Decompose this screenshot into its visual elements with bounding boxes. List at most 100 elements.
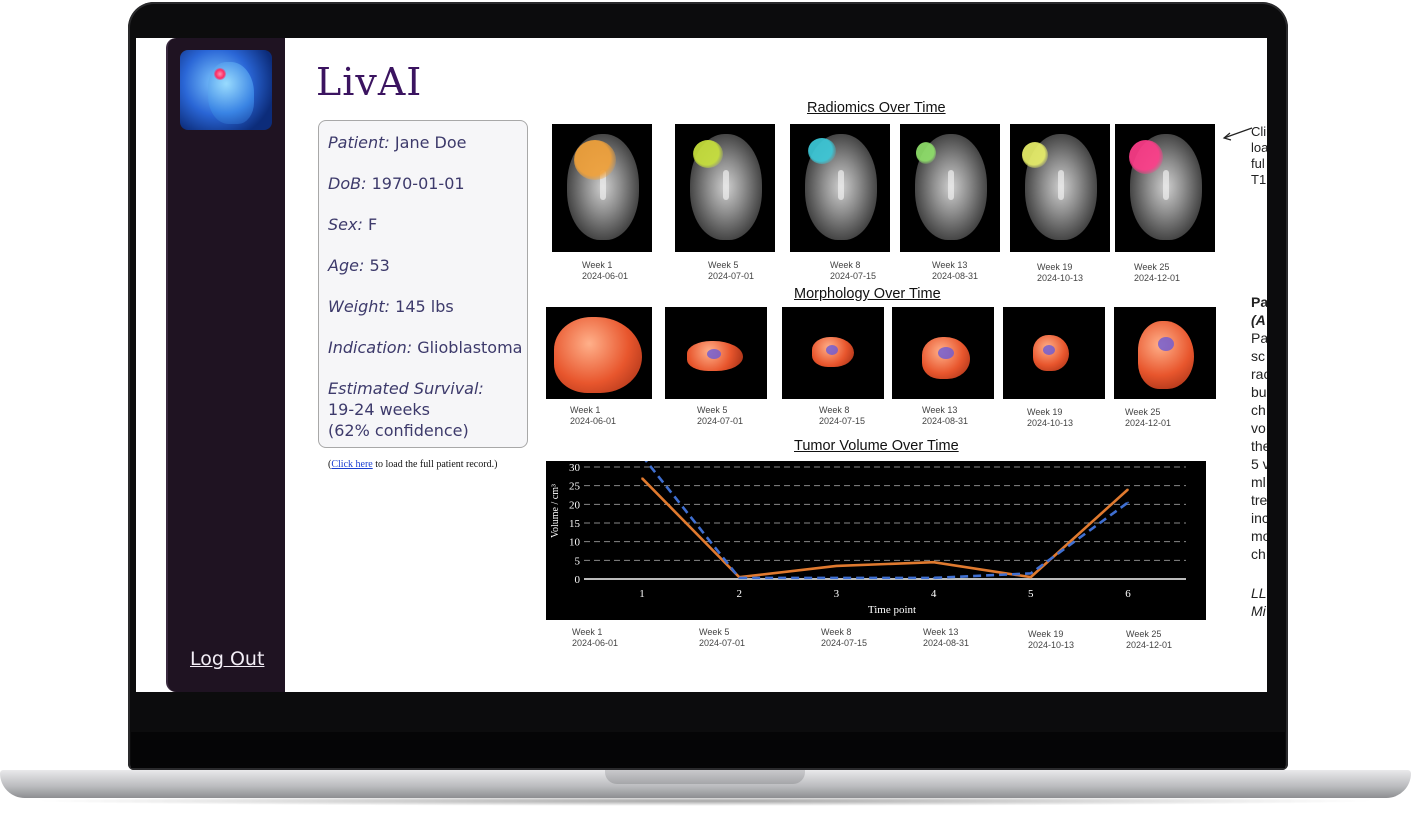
caption-date: 2024-12-01 — [1125, 418, 1172, 428]
radiomics-scan[interactable] — [790, 124, 890, 252]
tumor-blob — [922, 337, 970, 379]
patient-name-label: Patient: — [328, 133, 390, 152]
caption-date: 2024-06-01 — [570, 416, 617, 426]
series-point — [738, 577, 740, 579]
morphology-render[interactable] — [1003, 307, 1105, 399]
radiomics-scan[interactable] — [900, 124, 1000, 252]
scan-hint-text: Cli loa ful T1 — [1251, 124, 1267, 187]
weight-row: Weight: 145 lbs — [328, 297, 454, 316]
caption-week: Week 5 — [697, 405, 728, 415]
radiomics-caption: Week 8 2024-07-15 — [830, 260, 876, 282]
caption-week: Week 1 — [582, 260, 613, 270]
caption-date: 2024-12-01 — [1134, 273, 1181, 283]
radiomics-title: Radiomics Over Time — [807, 100, 946, 116]
tumor-vein — [826, 345, 838, 355]
caption-date: 2024-07-01 — [699, 638, 746, 648]
tumor-blob — [1138, 321, 1194, 389]
age-label: Age: — [328, 256, 365, 275]
tumor-blob — [554, 317, 642, 393]
laptop-shadow — [30, 796, 1381, 806]
x-tick-label: 6 — [1125, 588, 1131, 600]
caption-week: Week 5 — [708, 260, 739, 270]
caption-date: 2024-07-15 — [821, 638, 868, 648]
morphology-render[interactable] — [1114, 307, 1216, 399]
tick-layer: 0 5 10 15 20 25 30 1 2 3 4 5 6 — [569, 462, 1131, 600]
morphology-caption: Week 8 2024-07-15 — [819, 405, 865, 427]
survival-confidence: (62% confidence) — [328, 421, 469, 440]
series-point — [641, 477, 643, 479]
volume-chart: 0 5 10 15 20 25 30 1 2 3 4 5 6 Time point Volume / c… — [546, 461, 1206, 620]
tumor-vein — [938, 347, 954, 359]
series-point — [835, 577, 838, 579]
caption-date: 2024-06-01 — [582, 271, 629, 281]
radiomics-scan[interactable] — [1115, 124, 1215, 252]
logout-button[interactable]: Log Out — [190, 648, 265, 670]
caption-date: 2024-10-13 — [1037, 273, 1084, 283]
morphology-render[interactable] — [546, 307, 652, 399]
laptop-notch — [605, 770, 805, 784]
brand-title: LivAI — [316, 60, 423, 104]
volume-caption: Week 25 2024-12-01 — [1126, 629, 1172, 651]
age-row: Age: 53 — [328, 256, 390, 275]
tumor-vein — [707, 349, 721, 359]
caption-week: Week 8 — [821, 627, 852, 637]
x-tick-label: 2 — [736, 588, 742, 600]
tumor-overlay — [693, 140, 723, 168]
tumor-vein — [1158, 337, 1174, 351]
x-tick-label: 5 — [1028, 588, 1034, 600]
caption-week: Week 5 — [699, 627, 730, 637]
y-tick-label: 30 — [569, 462, 581, 474]
series-point — [932, 577, 935, 579]
record-note-rest: to load the full patient record.) — [372, 459, 498, 470]
load-record-link[interactable]: Click here — [331, 459, 373, 470]
tumor-overlay — [574, 140, 616, 180]
caption-week: Week 8 — [819, 405, 850, 415]
y-tick-label: 5 — [575, 555, 581, 567]
tumor-overlay — [1022, 142, 1048, 168]
radiomics-scan[interactable] — [675, 124, 775, 252]
weight-label: Weight: — [328, 297, 391, 316]
caption-week: Week 25 — [1134, 262, 1170, 272]
survival-value: 19-24 weeks — [328, 400, 430, 419]
volume-caption: Week 8 2024-07-15 — [821, 627, 867, 649]
series-line-1 — [641, 477, 1129, 579]
caption-week: Week 19 — [1037, 262, 1073, 272]
caption-week: Week 8 — [830, 260, 861, 270]
x-axis-label: Time point — [868, 604, 916, 616]
report-footer: LL Mi — [1251, 585, 1267, 619]
morphology-render[interactable] — [665, 307, 767, 399]
morphology-caption: Week 19 2024-10-13 — [1027, 407, 1073, 429]
series-point — [932, 561, 935, 563]
morphology-caption: Week 1 2024-06-01 — [570, 405, 616, 427]
radiomics-caption: Week 1 2024-06-01 — [582, 260, 628, 282]
record-note: (Click here to load the full patient rec… — [328, 459, 497, 470]
grid-layer — [584, 466, 1186, 580]
dob-row: DoB: 1970-01-01 — [328, 174, 465, 193]
radiomics-scan[interactable] — [1010, 124, 1110, 252]
morphology-caption: Week 5 2024-07-01 — [697, 405, 743, 427]
radiomics-scan[interactable] — [552, 124, 652, 252]
sex-value: F — [367, 215, 378, 234]
sex-label: Sex: — [328, 215, 363, 234]
morphology-render[interactable] — [782, 307, 884, 399]
radiomics-caption: Week 5 2024-07-01 — [708, 260, 754, 282]
caption-week: Week 13 — [923, 627, 959, 637]
indication-row: Indication: Glioblastoma — [328, 338, 522, 357]
y-axis-label: Volume / cm³ — [550, 484, 561, 538]
volume-caption: Week 1 2024-06-01 — [572, 627, 618, 649]
caption-date: 2024-08-31 — [922, 416, 969, 426]
radiomics-caption: Week 25 2024-12-01 — [1134, 262, 1180, 284]
caption-date: 2024-07-15 — [830, 271, 877, 281]
morphology-render[interactable] — [892, 307, 994, 399]
dob-value: 1970-01-01 — [371, 174, 465, 193]
report-heading: Pa — [1251, 294, 1267, 310]
brain-hotspot-icon — [214, 68, 226, 80]
sidebar: Log Out — [166, 38, 285, 692]
radiomics-caption: Week 19 2024-10-13 — [1037, 262, 1083, 284]
tumor-overlay — [1129, 140, 1163, 174]
volume-title: Tumor Volume Over Time — [794, 438, 959, 454]
caption-date: 2024-07-01 — [708, 271, 755, 281]
indication-label: Indication: — [328, 338, 413, 357]
patient-name-row: Patient: Jane Doe — [328, 133, 466, 152]
indication-value: Glioblastoma — [417, 338, 523, 357]
